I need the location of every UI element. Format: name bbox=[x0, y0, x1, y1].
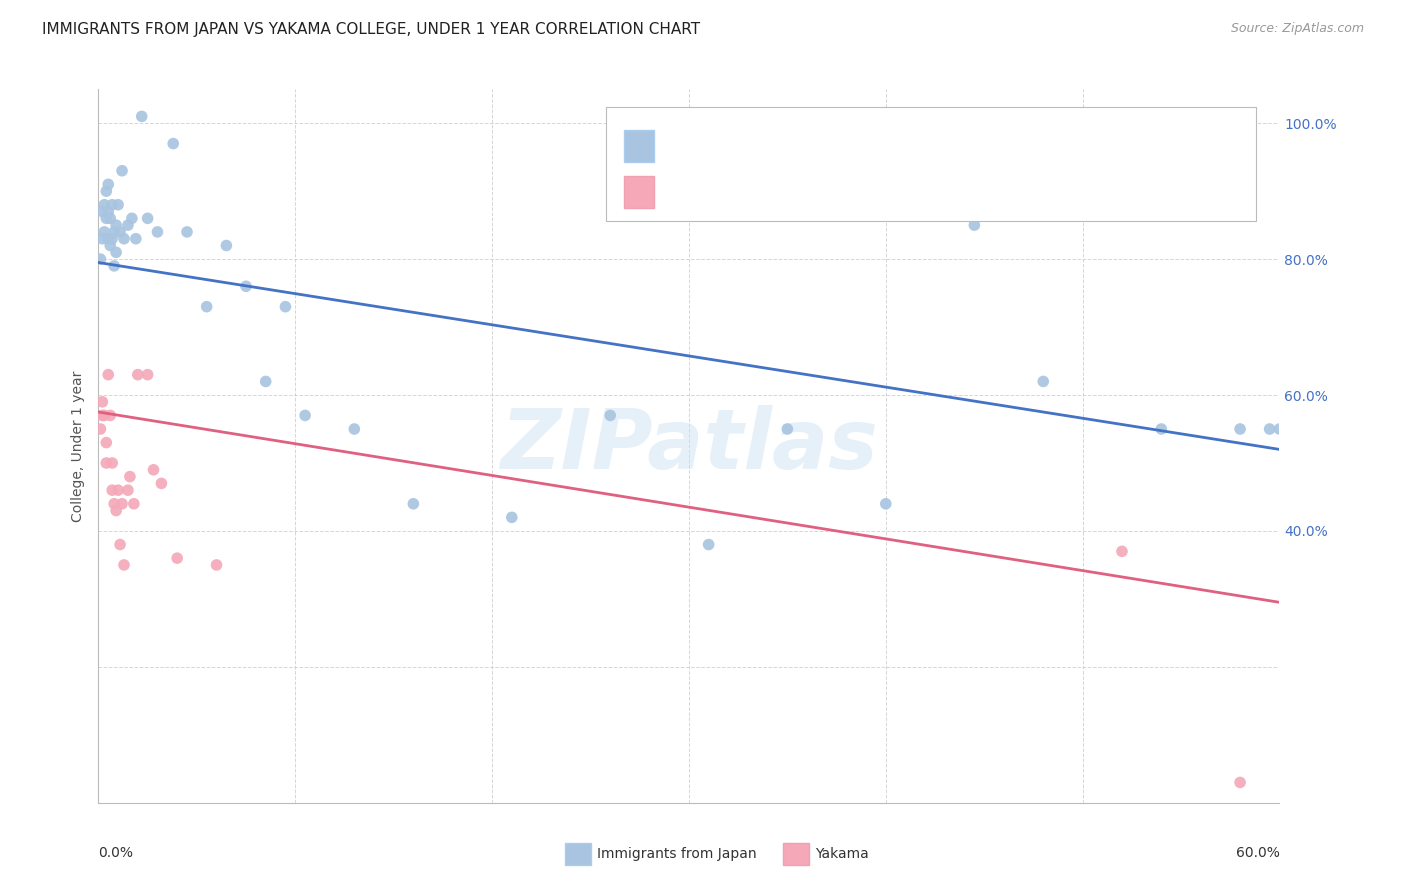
Text: Source: ZipAtlas.com: Source: ZipAtlas.com bbox=[1230, 22, 1364, 36]
Point bbox=[122, 497, 145, 511]
Point bbox=[205, 558, 228, 572]
Point bbox=[776, 422, 799, 436]
Point bbox=[89, 252, 111, 266]
Point bbox=[176, 225, 198, 239]
Point bbox=[274, 300, 297, 314]
Point bbox=[294, 409, 316, 423]
Y-axis label: College, Under 1 year: College, Under 1 year bbox=[72, 370, 86, 522]
Point bbox=[101, 232, 124, 246]
Point bbox=[1268, 422, 1291, 436]
Point bbox=[402, 497, 425, 511]
Point bbox=[93, 409, 115, 423]
Point bbox=[91, 409, 114, 423]
Point bbox=[103, 497, 125, 511]
Text: 60.0%: 60.0% bbox=[1236, 846, 1279, 860]
Text: Yakama: Yakama bbox=[815, 847, 869, 861]
Point bbox=[103, 225, 125, 239]
Point bbox=[1150, 422, 1173, 436]
Point bbox=[98, 238, 121, 252]
Point bbox=[599, 409, 621, 423]
Point bbox=[1111, 544, 1133, 558]
Point bbox=[101, 456, 124, 470]
Point bbox=[89, 422, 111, 436]
Point bbox=[108, 225, 131, 239]
Point bbox=[91, 204, 114, 219]
Point bbox=[91, 394, 114, 409]
Text: R = -0.543   N = 27: R = -0.543 N = 27 bbox=[671, 185, 821, 200]
Point bbox=[117, 218, 139, 232]
FancyBboxPatch shape bbox=[606, 107, 1256, 221]
Point bbox=[105, 245, 128, 260]
Point bbox=[98, 409, 121, 423]
Text: IMMIGRANTS FROM JAPAN VS YAKAMA COLLEGE, UNDER 1 YEAR CORRELATION CHART: IMMIGRANTS FROM JAPAN VS YAKAMA COLLEGE,… bbox=[42, 22, 700, 37]
Point bbox=[254, 375, 277, 389]
Point bbox=[98, 211, 121, 226]
Point bbox=[117, 483, 139, 498]
Point bbox=[101, 198, 124, 212]
Point bbox=[96, 435, 118, 450]
Point bbox=[166, 551, 188, 566]
FancyBboxPatch shape bbox=[783, 844, 810, 865]
Point bbox=[343, 422, 366, 436]
Point bbox=[142, 463, 165, 477]
Point bbox=[97, 368, 120, 382]
Point bbox=[112, 558, 135, 572]
Point bbox=[150, 476, 173, 491]
Point bbox=[111, 163, 134, 178]
Text: 0.0%: 0.0% bbox=[98, 846, 134, 860]
Point bbox=[697, 537, 720, 551]
Point bbox=[91, 232, 114, 246]
Point bbox=[107, 483, 129, 498]
Point bbox=[101, 483, 124, 498]
Point bbox=[112, 232, 135, 246]
Point bbox=[1229, 422, 1251, 436]
Point bbox=[131, 109, 153, 123]
Point bbox=[103, 259, 125, 273]
FancyBboxPatch shape bbox=[624, 129, 654, 161]
Point bbox=[235, 279, 257, 293]
FancyBboxPatch shape bbox=[565, 844, 591, 865]
Point bbox=[105, 218, 128, 232]
Point bbox=[96, 456, 118, 470]
Point bbox=[96, 211, 118, 226]
Text: Immigrants from Japan: Immigrants from Japan bbox=[596, 847, 756, 861]
Point bbox=[215, 238, 238, 252]
Point bbox=[136, 368, 159, 382]
Point bbox=[108, 537, 131, 551]
Point bbox=[107, 198, 129, 212]
Point bbox=[121, 211, 143, 226]
Point bbox=[146, 225, 169, 239]
Point bbox=[96, 184, 118, 198]
Point bbox=[136, 211, 159, 226]
Point bbox=[97, 178, 120, 192]
Point bbox=[875, 497, 897, 511]
Point bbox=[195, 300, 218, 314]
Point bbox=[127, 368, 149, 382]
FancyBboxPatch shape bbox=[624, 176, 654, 208]
Point bbox=[111, 497, 134, 511]
Point bbox=[1229, 775, 1251, 789]
Point bbox=[125, 232, 148, 246]
Point bbox=[105, 503, 128, 517]
Point bbox=[118, 469, 141, 483]
Point bbox=[93, 198, 115, 212]
Point bbox=[1258, 422, 1281, 436]
Point bbox=[162, 136, 184, 151]
Point bbox=[1032, 375, 1054, 389]
Text: ZIPatlas: ZIPatlas bbox=[501, 406, 877, 486]
Text: R = -0.257   N = 49: R = -0.257 N = 49 bbox=[671, 138, 821, 153]
Point bbox=[97, 232, 120, 246]
Point bbox=[93, 225, 115, 239]
Point bbox=[501, 510, 523, 524]
Point bbox=[963, 218, 986, 232]
Point bbox=[97, 204, 120, 219]
